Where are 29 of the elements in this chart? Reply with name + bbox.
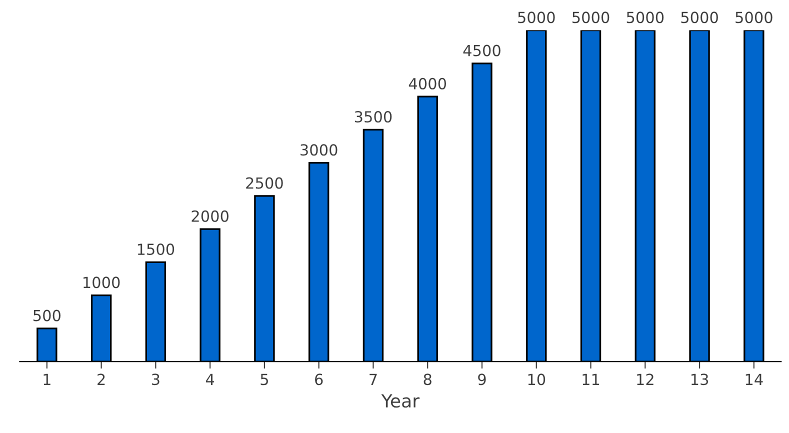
data-label: 2000 [192, 210, 228, 222]
data-label: 500 [34, 310, 60, 322]
x-tick-label: 5 [260, 374, 268, 386]
data-label: 5000 [572, 12, 610, 24]
data-label: 1500 [138, 244, 174, 256]
x-tick-label: 14 [746, 374, 763, 385]
data-label: 1000 [84, 276, 120, 288]
data-label: 3000 [300, 144, 338, 156]
x-tick-label: 10 [528, 374, 546, 386]
x-tick-label: 12 [637, 374, 654, 385]
data-label: 5000 [736, 12, 772, 24]
x-tick-label: 6 [315, 374, 323, 386]
data-label: 5000 [681, 12, 718, 24]
x-tick-label: 4 [206, 374, 214, 385]
data-label: 4500 [463, 44, 500, 56]
data-label: 5000 [626, 12, 664, 24]
x-tick-label: 11 [582, 374, 600, 385]
data-label: 3500 [354, 111, 392, 123]
x-tick-label: 3 [152, 374, 160, 386]
x-tick-label: 1 [44, 374, 50, 385]
x-axis-title: Year [381, 394, 420, 408]
x-tick-label: 2 [98, 374, 105, 385]
data-label: 2500 [246, 177, 283, 189]
x-tick-label: 7 [370, 374, 377, 385]
x-tick-label: 8 [424, 374, 432, 386]
x-tick-label: 9 [478, 374, 486, 386]
x-tick-label: 13 [691, 374, 708, 386]
data-label: 5000 [518, 12, 555, 24]
data-label: 4000 [408, 78, 446, 90]
